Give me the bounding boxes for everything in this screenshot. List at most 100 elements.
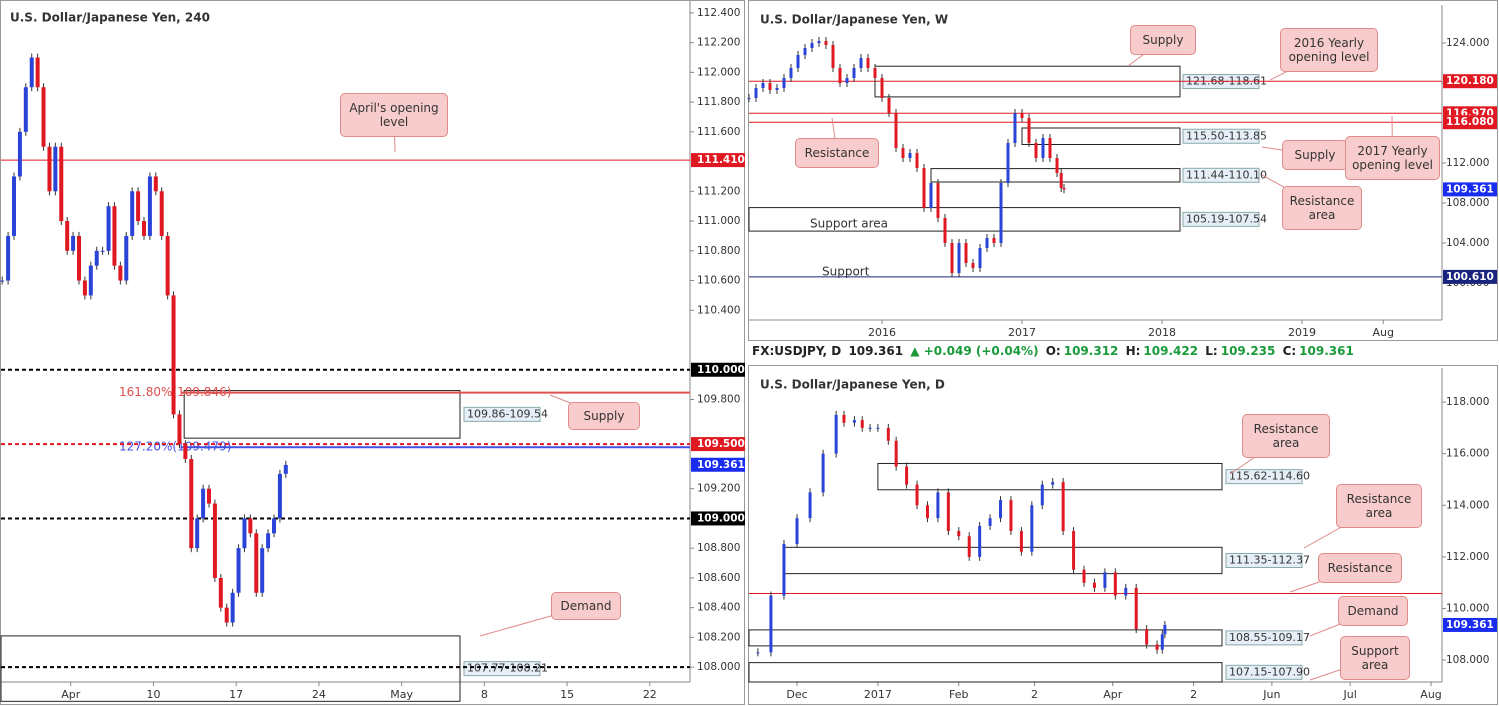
candle bbox=[6, 235, 11, 281]
candle bbox=[936, 492, 940, 519]
candle bbox=[100, 250, 105, 252]
candle bbox=[988, 518, 992, 526]
ohlc-value: 109.312 bbox=[1063, 344, 1119, 358]
candle bbox=[0, 280, 5, 282]
candle bbox=[915, 484, 919, 506]
x-tick-label: 2017 bbox=[1008, 326, 1036, 339]
callout: Demand bbox=[1338, 596, 1408, 626]
info-bar: FX:USDJPY, D 109.361 ▲ +0.049 (+0.04%) O… bbox=[752, 344, 1357, 358]
candle bbox=[964, 243, 968, 263]
y-tick-label: 104.000 bbox=[1446, 237, 1489, 249]
candle bbox=[824, 41, 828, 45]
candle bbox=[886, 427, 890, 441]
candle bbox=[789, 68, 793, 78]
candle bbox=[929, 183, 933, 208]
y-tick-label: 108.400 bbox=[697, 602, 740, 614]
candle bbox=[195, 518, 200, 549]
price-label: 111.410 bbox=[697, 154, 745, 166]
price-label-box bbox=[1443, 617, 1497, 632]
candle bbox=[147, 176, 152, 236]
callout: Demand bbox=[551, 592, 621, 620]
candle bbox=[142, 221, 146, 236]
candle bbox=[852, 420, 856, 423]
x-tick-label: Feb bbox=[949, 688, 968, 701]
candle bbox=[1103, 572, 1107, 588]
candle bbox=[957, 531, 961, 537]
chart-title: U.S. Dollar/Japanese Yen, D bbox=[760, 378, 945, 392]
candle bbox=[65, 221, 70, 251]
x-tick-label: Apr bbox=[61, 688, 81, 701]
candle bbox=[88, 265, 93, 296]
candle bbox=[35, 57, 40, 88]
candle bbox=[136, 191, 141, 222]
zone-label-box bbox=[1225, 664, 1303, 680]
candle bbox=[803, 48, 807, 55]
x-tick-label: 22 bbox=[643, 688, 657, 701]
zone bbox=[1021, 127, 1181, 145]
candle bbox=[82, 280, 87, 296]
candle bbox=[283, 464, 288, 474]
candle bbox=[754, 88, 758, 98]
y-tick-label: 112.200 bbox=[697, 37, 740, 49]
candle bbox=[808, 492, 812, 519]
zone-label-box bbox=[1182, 128, 1260, 144]
ohlc-label: O: bbox=[1045, 344, 1061, 358]
candle bbox=[277, 473, 282, 519]
candle bbox=[936, 183, 940, 218]
callout: 2016 Yearly opening level bbox=[1280, 28, 1378, 72]
candle bbox=[821, 453, 825, 493]
zone-label: 115.62-114.60 bbox=[1229, 470, 1310, 483]
candle bbox=[177, 414, 182, 445]
candle bbox=[1006, 143, 1010, 183]
price-label-box bbox=[691, 362, 745, 377]
candle bbox=[112, 206, 117, 266]
panel-border bbox=[748, 365, 1498, 705]
x-tick-label: Aug bbox=[1420, 688, 1441, 701]
y-tick-label: 108.000 bbox=[1446, 197, 1489, 209]
candle bbox=[845, 78, 849, 83]
candle bbox=[94, 250, 99, 266]
candle bbox=[992, 238, 996, 243]
zone-label-box bbox=[463, 406, 541, 422]
candle bbox=[1082, 569, 1086, 583]
y-tick-label: 118.000 bbox=[1446, 396, 1489, 408]
candle bbox=[41, 87, 46, 147]
panel-border bbox=[748, 0, 1498, 341]
y-tick-label: 124.000 bbox=[1446, 37, 1489, 49]
callout: April's opening level bbox=[340, 93, 448, 137]
candle bbox=[950, 243, 954, 273]
candle bbox=[260, 548, 265, 593]
y-tick-label: 110.800 bbox=[697, 245, 740, 257]
candle bbox=[943, 218, 947, 243]
candle bbox=[978, 525, 982, 557]
x-tick-label: 8 bbox=[481, 688, 488, 701]
zone-label-box bbox=[1225, 552, 1303, 568]
candle bbox=[1163, 624, 1167, 635]
x-tick-label: 2 bbox=[1190, 688, 1197, 701]
candle bbox=[852, 68, 856, 78]
candle bbox=[1145, 629, 1149, 645]
candle bbox=[795, 518, 799, 544]
candle bbox=[17, 131, 22, 177]
candle bbox=[1061, 482, 1065, 532]
price-label: 109.000 bbox=[697, 512, 745, 524]
y-tick-label: 114.000 bbox=[1446, 499, 1489, 511]
price-label-box bbox=[691, 437, 745, 452]
candle bbox=[1009, 500, 1013, 532]
candle bbox=[946, 492, 950, 532]
candle bbox=[859, 58, 863, 68]
candle bbox=[53, 146, 58, 192]
price-label-box bbox=[1443, 74, 1497, 89]
candle bbox=[894, 440, 898, 467]
price-label-box bbox=[691, 153, 745, 168]
callout: Resistance bbox=[795, 138, 879, 168]
y-tick-label: 112.000 bbox=[1446, 551, 1489, 563]
y-tick-label: 111.000 bbox=[697, 215, 740, 227]
callout: Supply bbox=[1282, 140, 1348, 170]
zone bbox=[783, 546, 1223, 575]
price-label-box bbox=[691, 511, 745, 526]
price-label-box bbox=[1443, 115, 1497, 130]
candle bbox=[817, 41, 821, 43]
candle bbox=[1113, 572, 1117, 596]
